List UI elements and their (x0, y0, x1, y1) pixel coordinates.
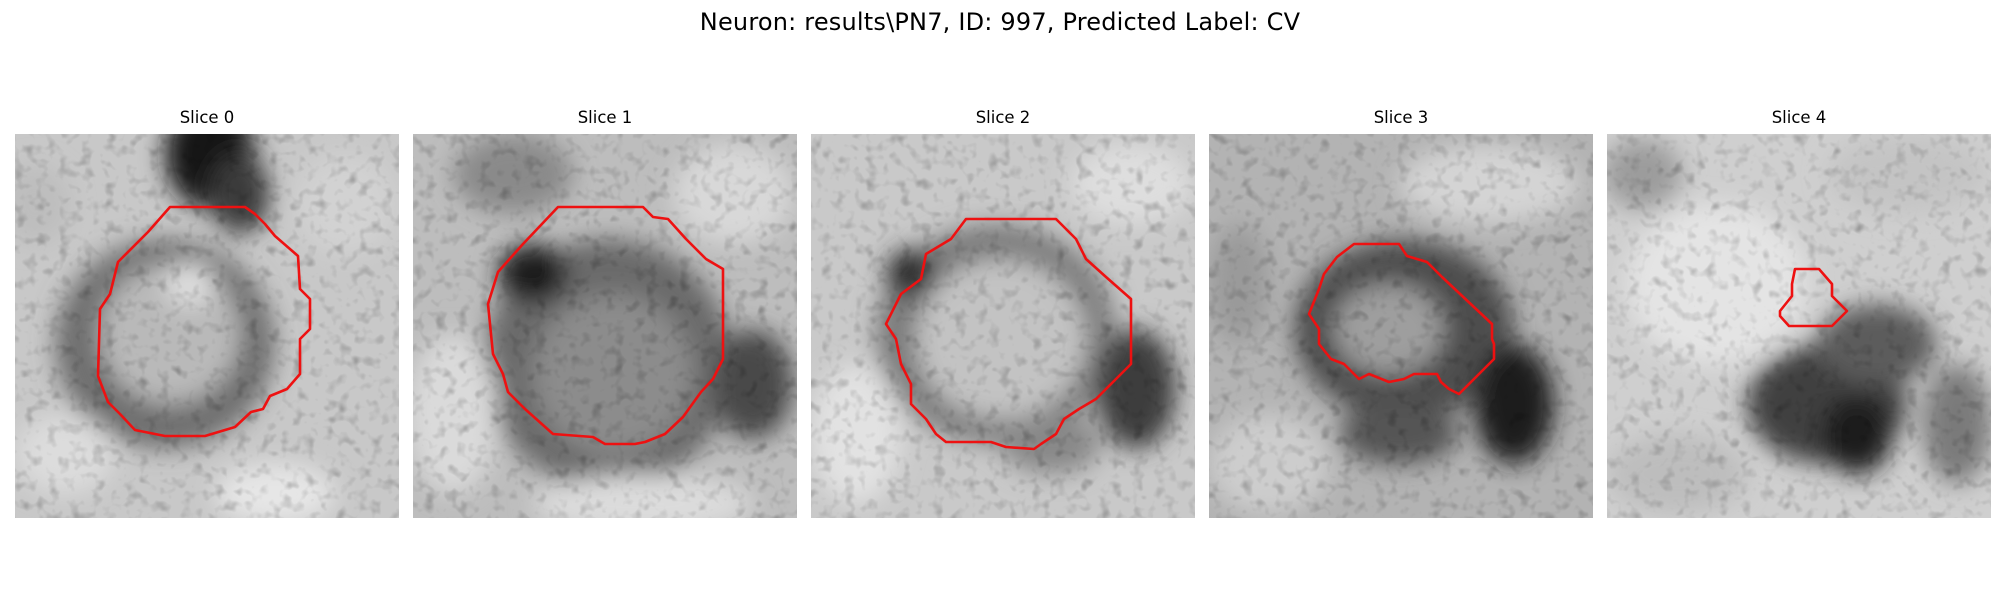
slice-image (1209, 134, 1593, 518)
contour (486, 205, 725, 446)
slice-image (1607, 134, 1991, 518)
contour (96, 205, 312, 438)
slice-title: Slice 3 (1373, 108, 1429, 127)
figure-title: Neuron: results\PN7, ID: 997, Predicted … (699, 8, 1301, 36)
contour (1778, 267, 1849, 328)
slice-image (15, 134, 399, 518)
slice-title: Slice 0 (179, 108, 235, 127)
contour (1307, 242, 1496, 396)
contour (884, 217, 1133, 451)
slice-title: Slice 4 (1771, 108, 1827, 127)
slice-image (811, 134, 1195, 518)
slice-title: Slice 1 (577, 108, 633, 127)
slice-image (413, 134, 797, 518)
slice-title: Slice 2 (975, 108, 1031, 127)
